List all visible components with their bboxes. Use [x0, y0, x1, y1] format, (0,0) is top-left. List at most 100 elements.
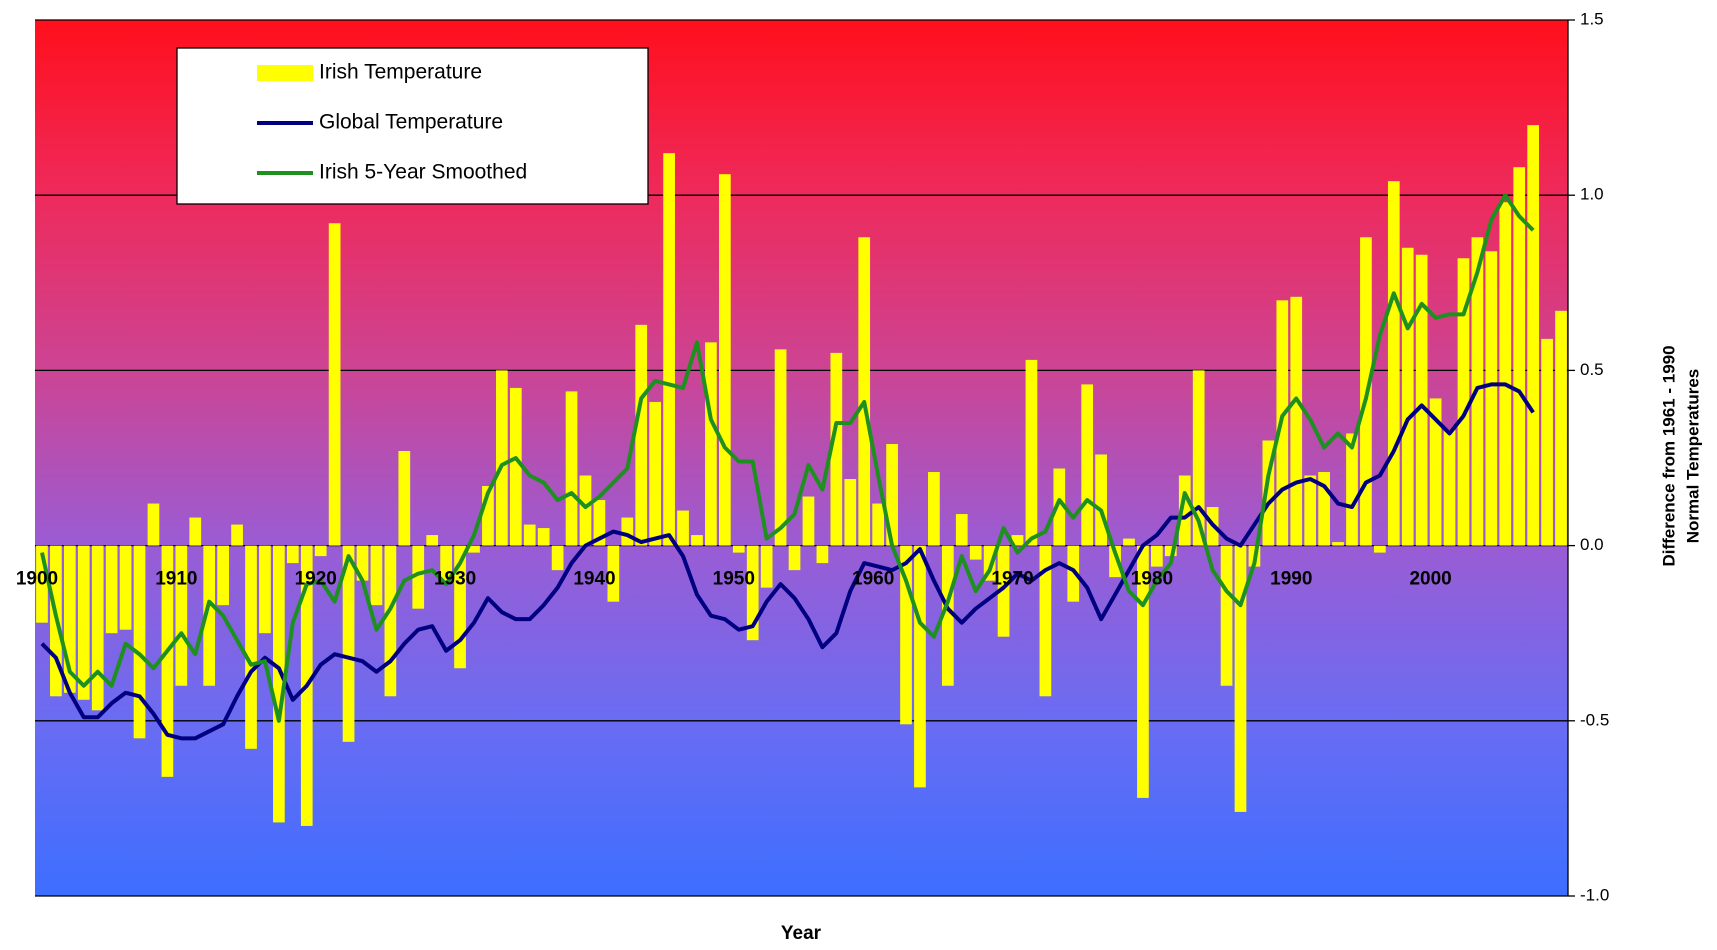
- bar: [398, 450, 411, 546]
- bar: [426, 535, 439, 546]
- x-tick-label: 2000: [1409, 569, 1451, 590]
- legend-box: [176, 47, 649, 205]
- bar: [1374, 545, 1386, 553]
- bar: [314, 545, 327, 557]
- bar: [997, 545, 1010, 637]
- bar: [1053, 468, 1066, 546]
- bar: [1318, 472, 1330, 546]
- bar: [175, 545, 188, 686]
- x-axis-title: Year: [781, 923, 822, 944]
- legend-label: Irish 5-Year Smoothed: [319, 161, 527, 184]
- bar: [1485, 251, 1498, 546]
- bar: [565, 391, 578, 546]
- bar: [1387, 181, 1400, 546]
- bar: [928, 472, 940, 546]
- bar: [1220, 545, 1233, 686]
- bar: [858, 237, 871, 546]
- bar: [1262, 440, 1275, 546]
- bar: [105, 545, 118, 634]
- bar: [468, 545, 480, 553]
- bar: [872, 503, 885, 546]
- bar: [328, 223, 341, 546]
- x-tick-label: 1920: [295, 569, 337, 590]
- bar: [1429, 398, 1442, 546]
- legend-label: Global Temperature: [319, 111, 503, 134]
- bar: [1039, 545, 1052, 697]
- x-tick-label: 1940: [573, 569, 615, 590]
- bar: [983, 545, 996, 581]
- bar: [1081, 384, 1094, 546]
- bar: [342, 545, 355, 742]
- bar: [1192, 370, 1205, 546]
- bar: [621, 517, 634, 546]
- y-axis-title: Difference from 1961 - 1990 Normal Tempe…: [1659, 345, 1702, 566]
- bar: [1457, 258, 1470, 546]
- bar: [635, 324, 648, 546]
- bar: [1095, 454, 1107, 546]
- bar: [1137, 545, 1149, 798]
- bar: [356, 545, 369, 581]
- x-tick-label: 1910: [155, 569, 197, 590]
- bar: [1234, 545, 1247, 812]
- bar: [1011, 535, 1024, 546]
- bar: [189, 517, 202, 546]
- bar: [509, 387, 522, 546]
- bar: [677, 510, 689, 546]
- bar: [1555, 310, 1567, 546]
- bar: [663, 153, 675, 546]
- y-tick-label: 0.0: [1580, 535, 1604, 554]
- bar: [147, 503, 160, 546]
- bar: [286, 545, 299, 564]
- x-tick-label: 1960: [852, 569, 894, 590]
- bar: [1401, 247, 1414, 546]
- bar: [1541, 338, 1553, 546]
- bar: [1164, 545, 1177, 557]
- bar: [705, 342, 717, 546]
- bar: [941, 545, 954, 686]
- line: [40, 382, 1535, 741]
- bar: [217, 545, 229, 606]
- bar: [788, 545, 801, 571]
- bar: [1025, 359, 1038, 546]
- bar: [496, 370, 508, 546]
- bar: [1332, 542, 1344, 546]
- bar: [914, 545, 926, 788]
- bar: [440, 545, 452, 581]
- bar: [830, 352, 843, 546]
- bar: [245, 545, 257, 749]
- x-tick-label: 1930: [434, 569, 476, 590]
- bar: [649, 401, 662, 546]
- bar: [691, 535, 703, 546]
- x-tick-label: 1950: [713, 569, 755, 590]
- bar: [955, 514, 968, 546]
- bar: [1151, 545, 1163, 567]
- bar: [774, 349, 787, 546]
- bar: [537, 528, 550, 546]
- bar: [1415, 254, 1428, 546]
- bar: [1067, 545, 1080, 602]
- bar: [969, 545, 982, 560]
- bar: [203, 545, 216, 686]
- y-tick-label: 1.5: [1580, 9, 1604, 28]
- bar: [746, 545, 759, 641]
- bar: [1123, 538, 1135, 546]
- y-tick-label: 0.5: [1580, 360, 1604, 379]
- bar: [802, 496, 815, 546]
- bar: [370, 545, 383, 606]
- bar: [551, 545, 564, 571]
- bar: [760, 545, 773, 588]
- bar: [412, 545, 425, 609]
- y-axis-title-line: Difference from 1961 - 1990: [1659, 345, 1678, 566]
- bar: [259, 545, 271, 634]
- bar: [1443, 429, 1456, 546]
- bar: [900, 545, 912, 725]
- bar: [384, 545, 397, 697]
- bar: [718, 174, 731, 546]
- bar: [231, 524, 243, 546]
- bar: [844, 479, 857, 546]
- bar: [482, 486, 494, 546]
- bar: [454, 545, 466, 669]
- bar: [119, 545, 132, 630]
- bar: [1178, 475, 1191, 546]
